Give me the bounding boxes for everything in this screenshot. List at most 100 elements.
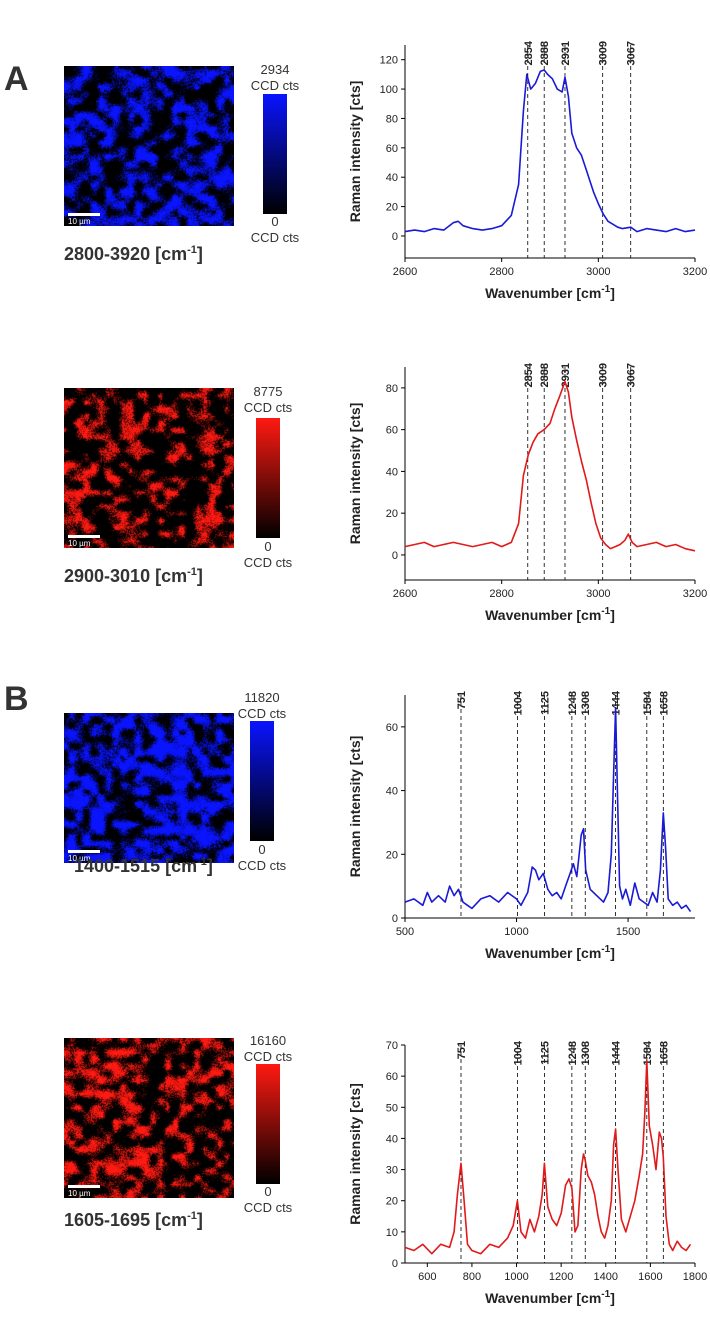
peak-label: 751 (456, 691, 468, 709)
x-tick-label: 1000 (504, 926, 528, 938)
peak-label: 1004 (512, 690, 524, 715)
x-axis-label-exponent: -1 (601, 1289, 610, 1300)
colorbar-max-unit: CCD cts (243, 400, 293, 415)
y-tick-label: 20 (386, 508, 398, 520)
peak-label: 1125 (539, 1041, 551, 1065)
scale-bar-label: 10 µm (68, 1189, 91, 1198)
x-axis-label-exponent: -1 (601, 284, 610, 295)
x-tick-label: 3200 (683, 588, 707, 600)
peak-label: 751 (456, 1041, 468, 1059)
y-tick-label: 20 (386, 849, 398, 861)
peak-label: 1444 (611, 1040, 623, 1065)
colorbar-min: 0 (264, 1184, 272, 1199)
scale-bar (68, 213, 100, 216)
map-range-label: 1400-1515 [cm-1] (74, 856, 213, 876)
colorbar-max: 16160 (249, 1033, 287, 1048)
scale-bar-label: 10 µm (68, 217, 91, 226)
x-axis-label: Wavenumber [cm-1] (485, 944, 615, 961)
peak-label: 2888 (539, 363, 551, 387)
x-tick-label: 3200 (683, 266, 707, 278)
peak-label: 1248 (567, 1041, 579, 1065)
colorbar-max-unit: CCD cts (250, 78, 300, 93)
raman-map-image (64, 1038, 234, 1198)
x-tick-label: 3000 (586, 588, 610, 600)
y-axis-label: Raman intensity [cts] (347, 1083, 363, 1225)
y-tick-label: 20 (386, 1196, 398, 1208)
x-axis-label-close: ] (610, 607, 615, 623)
peak-label: 2931 (560, 363, 572, 387)
spectrum-line (404, 69, 696, 233)
raman-map-image (64, 713, 234, 863)
colorbar-max: 8775 (253, 384, 283, 399)
panel-letter-a: A (4, 60, 29, 98)
y-tick-label: 60 (386, 1071, 398, 1083)
peak-label: 1125 (539, 691, 551, 715)
x-axis-label: Wavenumber [cm-1] (485, 284, 615, 301)
x-tick-label: 2800 (489, 266, 513, 278)
x-tick-label: 1500 (616, 926, 640, 938)
scale-bar (68, 1185, 100, 1188)
x-tick-label: 1400 (594, 1271, 618, 1283)
x-tick-label: 800 (463, 1271, 481, 1283)
peak-label: 1584 (642, 1040, 654, 1065)
x-axis-label: Wavenumber [cm-1] (485, 1289, 615, 1306)
colorbar-min-unit: CCD cts (250, 230, 300, 245)
y-tick-label: 70 (386, 1040, 398, 1052)
x-tick-label: 1800 (683, 1271, 707, 1283)
y-tick-label: 20 (386, 202, 398, 214)
raman-map-image (64, 388, 234, 548)
spectrum-line (404, 706, 692, 913)
map-range-label: 2900-3010 [cm-1] (64, 566, 203, 586)
colorbar (250, 721, 274, 841)
x-tick-label: 3000 (586, 266, 610, 278)
x-tick-label: 1600 (638, 1271, 662, 1283)
x-axis-label: Wavenumber [cm-1] (485, 606, 615, 623)
spectrum-chart-1: 0 20 40 60 80 100 120 2600 2800 3000 3200 Wavenumbe… (347, 40, 707, 301)
spectrum-chart-2: 0 20 40 60 80 2600 2800 3000 3200 Wavenumber [cm-… (347, 362, 707, 623)
colorbar-max: 2934 (260, 62, 290, 77)
peak-label: 1658 (658, 1041, 670, 1065)
x-tick-label: 2600 (393, 266, 417, 278)
x-tick-label: 2600 (393, 588, 417, 600)
peak-label: 3067 (626, 363, 638, 387)
colorbar-min: 0 (271, 214, 279, 229)
x-tick-label: 500 (396, 926, 414, 938)
spectrum-line (404, 1059, 692, 1255)
peak-label: 2888 (539, 41, 551, 65)
y-tick-label: 80 (386, 113, 398, 125)
panel-letter-b: B (4, 680, 29, 718)
colorbar-min: 0 (258, 842, 266, 857)
peak-label: 1308 (580, 691, 592, 715)
y-tick-label: 40 (386, 1133, 398, 1145)
x-tick-label: 1000 (504, 1271, 528, 1283)
spectrum-chart-4: 0 10 20 30 40 50 60 70 600 800 1000 1200 1400 1600 180… (347, 1040, 707, 1306)
y-axis-label: Raman intensity [cts] (347, 81, 363, 223)
peak-label: 1308 (580, 1041, 592, 1065)
x-axis-label-exponent: -1 (601, 944, 610, 955)
peak-label: 1248 (567, 691, 579, 715)
y-tick-label: 10 (386, 1227, 398, 1239)
x-axis-label-close: ] (610, 945, 615, 961)
x-tick-label: 1200 (549, 1271, 573, 1283)
y-tick-label: 120 (380, 55, 398, 67)
peak-label: 2854 (523, 40, 535, 65)
y-tick-label: 100 (380, 84, 398, 96)
y-axis-label: Raman intensity [cts] (347, 403, 363, 545)
map-range-label: 1605-1695 [cm-1] (64, 1210, 203, 1230)
peak-label: 3009 (598, 41, 610, 65)
x-axis-label-close: ] (610, 285, 615, 301)
colorbar-min-unit: CCD cts (237, 858, 287, 873)
colorbar-min: 0 (264, 539, 272, 554)
y-tick-label: 40 (386, 466, 398, 478)
y-tick-label: 60 (386, 425, 398, 437)
map-range-label: 2800-3920 [cm-1] (64, 244, 203, 264)
colorbar-min-unit: CCD cts (243, 555, 293, 570)
colorbar (256, 418, 280, 538)
colorbar-min-unit: CCD cts (243, 1200, 293, 1215)
y-tick-label: 60 (386, 143, 398, 155)
peak-label: 2931 (560, 41, 572, 65)
y-tick-label: 50 (386, 1102, 398, 1114)
y-tick-label: 0 (392, 913, 398, 925)
y-tick-label: 40 (386, 172, 398, 184)
